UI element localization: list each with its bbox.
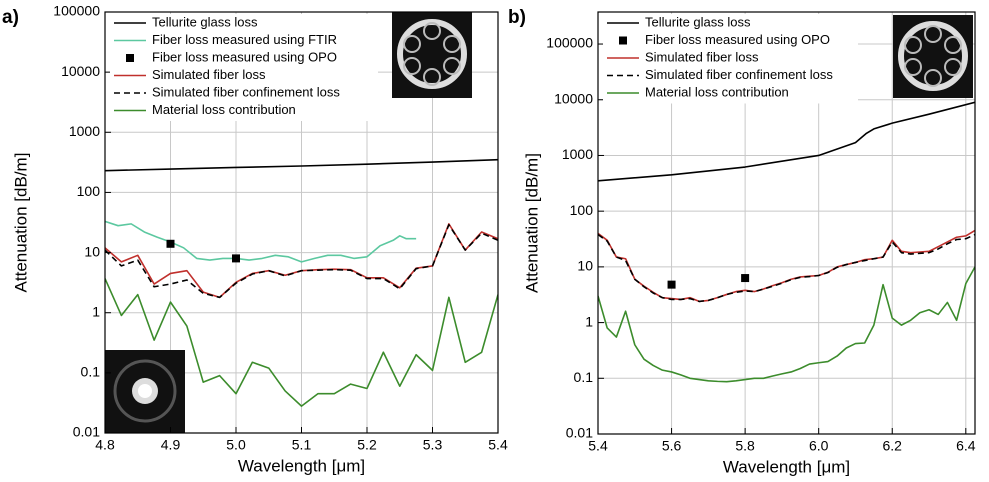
data-point xyxy=(166,239,175,248)
legend-label: Simulated fiber loss xyxy=(645,49,759,64)
x-tick-label: 6.4 xyxy=(956,438,976,454)
legend-marker xyxy=(619,36,627,45)
legend-label: Fiber loss measured using FTIR xyxy=(152,32,337,47)
series-line xyxy=(598,266,975,383)
series-line xyxy=(105,278,498,407)
series-line xyxy=(598,101,975,182)
x-tick-label: 5.8 xyxy=(735,438,755,454)
legend-label: Simulated fiber confinement loss xyxy=(152,84,340,99)
y-tick-label: 1 xyxy=(585,313,593,329)
x-tick-label: 5.0 xyxy=(226,437,246,453)
y-axis-title: Attenuation [dB/m] xyxy=(11,153,30,293)
y-tick-label: 0.1 xyxy=(574,369,594,385)
legend-background xyxy=(603,14,858,104)
legend-label: Material loss contribution xyxy=(152,102,296,117)
series-line xyxy=(105,223,498,299)
series-line xyxy=(598,233,975,303)
plot-frame xyxy=(597,11,976,435)
y-tick-label: 0.01 xyxy=(73,424,100,440)
panel-label: b) xyxy=(508,7,526,28)
x-tick-label: 5.1 xyxy=(292,437,312,453)
legend-label: Tellurite glass loss xyxy=(152,14,258,29)
legend-background xyxy=(110,14,378,121)
data-point xyxy=(667,280,676,289)
y-tick-label: 0.1 xyxy=(81,364,101,380)
inset-mode-profile xyxy=(105,350,185,433)
legend-label: Simulated fiber loss xyxy=(152,67,266,82)
y-tick-label: 10 xyxy=(577,258,593,274)
inset-fiber-cross-section xyxy=(392,12,472,98)
legend-label: Fiber loss measured using OPO xyxy=(152,49,337,64)
x-tick-label: 6.0 xyxy=(809,438,829,454)
x-tick-label: 5.2 xyxy=(357,437,377,453)
y-tick-label: 10 xyxy=(84,243,100,259)
y-tick-label: 100 xyxy=(570,202,594,218)
x-tick-label: 4.8 xyxy=(95,437,115,453)
x-axis-title: Wavelength [μm] xyxy=(238,456,365,475)
y-tick-label: 100000 xyxy=(53,3,100,19)
plot-frame xyxy=(104,11,499,434)
legend-label: Tellurite glass loss xyxy=(645,14,751,29)
y-axis-title: Attenuation [dB/m] xyxy=(522,153,541,293)
legend-marker xyxy=(126,54,134,62)
overlay-layer: 0.01 0.1 1 10 100 1000 10000 100000 4.8 4.9 5.0 5.1… xyxy=(2,3,976,477)
y-tick-label: 10000 xyxy=(61,63,100,79)
y-tick-label: 1000 xyxy=(562,146,593,162)
data-point xyxy=(232,254,240,263)
x-tick-label: 5.6 xyxy=(662,438,682,454)
x-tick-label: 4.9 xyxy=(161,437,181,453)
y-tick-label: 10000 xyxy=(554,90,593,106)
x-tick-label: 6.2 xyxy=(883,438,903,454)
data-point xyxy=(741,274,750,283)
inset-fiber-cross-section xyxy=(893,15,973,98)
y-tick-label: 100000 xyxy=(546,35,593,51)
series-line xyxy=(105,220,417,263)
x-tick-label: 5.4 xyxy=(488,437,508,453)
x-tick-label: 5.4 xyxy=(588,438,608,454)
legend-label: Fiber loss measured using OPO xyxy=(645,32,830,47)
panel-label: a) xyxy=(2,7,19,28)
legend-label: Material loss contribution xyxy=(645,84,789,99)
legend-label: Simulated fiber confinement loss xyxy=(645,67,833,82)
x-axis-title: Wavelength [μm] xyxy=(723,457,850,476)
y-tick-label: 1000 xyxy=(69,123,100,139)
data-layer xyxy=(105,101,975,407)
y-tick-label: 1 xyxy=(92,303,100,319)
y-tick-label: 0.01 xyxy=(566,425,593,441)
y-tick-label: 100 xyxy=(77,183,101,199)
series-line xyxy=(105,158,498,172)
x-tick-label: 5.3 xyxy=(423,437,443,453)
